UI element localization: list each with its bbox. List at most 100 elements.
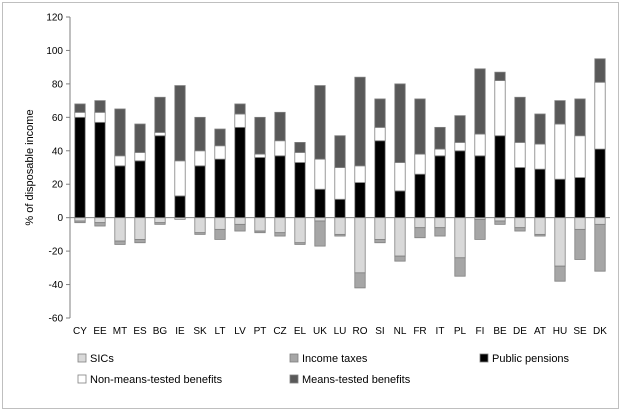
bar-segment: [454, 150, 466, 219]
bar-segment: [514, 227, 526, 232]
legend-swatch: [479, 353, 489, 363]
bar-segment: [74, 116, 86, 219]
bar-segment: [194, 116, 206, 152]
bar-segment: [94, 217, 106, 224]
bar-segment: [114, 165, 126, 219]
bar-segment: [434, 126, 446, 150]
bar-segment: [474, 155, 486, 219]
y-tick-label: -20: [49, 247, 64, 258]
bar-segment: [434, 155, 446, 219]
bar-segment: [214, 145, 226, 160]
bar-segment: [414, 227, 426, 239]
bar-segment: [594, 58, 606, 83]
bar-segment: [74, 111, 86, 118]
x-tick-label: IT: [436, 326, 445, 337]
bar-segment: [254, 153, 266, 158]
x-tick-label: NL: [394, 326, 407, 337]
bar-segment: [534, 143, 546, 170]
bar-segment: [214, 158, 226, 219]
bar-segment: [374, 98, 386, 128]
legend-label: Means-tested benefits: [302, 374, 411, 386]
bar-segment: [154, 217, 166, 224]
bar-segment: [154, 222, 166, 225]
bar-segment: [294, 242, 306, 245]
bar-segment: [234, 126, 246, 219]
bar-segment: [494, 80, 506, 137]
bar-segment: [334, 135, 346, 168]
y-tick-label: 80: [52, 79, 64, 90]
bar-segment: [534, 233, 546, 237]
bar-segment: [594, 148, 606, 219]
x-tick-label: FI: [476, 326, 485, 337]
bar-segment: [454, 257, 466, 277]
bar-segment: [574, 177, 586, 219]
bar-segment: [494, 220, 506, 225]
bar-segment: [334, 233, 346, 237]
x-tick-label: HU: [553, 326, 567, 337]
bar-segment: [594, 223, 606, 272]
bar-segment: [254, 230, 266, 234]
bar-segment: [474, 218, 486, 240]
y-tick-label: 60: [52, 113, 64, 124]
bar-segment: [534, 217, 546, 235]
x-tick-label: EL: [294, 326, 307, 337]
bar-segment: [274, 232, 286, 237]
bar-segment: [214, 228, 226, 240]
y-axis-label: % of disposable income: [24, 109, 36, 225]
bar-segment: [234, 223, 246, 232]
bar-segment: [574, 98, 586, 137]
x-tick-label: CY: [73, 326, 87, 337]
x-tick-label: DE: [513, 326, 527, 337]
legend-label: Non-means-tested benefits: [90, 374, 223, 386]
bar-segment: [594, 217, 606, 225]
bar-segment: [514, 217, 526, 229]
bar-segment: [454, 142, 466, 152]
bar-segment: [514, 96, 526, 143]
bar-segment: [554, 100, 566, 125]
bar-segment: [94, 111, 106, 123]
x-tick-label: CZ: [273, 326, 286, 337]
legend-swatch: [77, 353, 87, 363]
bar-segment: [94, 100, 106, 113]
x-tick-label: ES: [133, 326, 147, 337]
y-tick-label: 20: [52, 180, 64, 191]
x-tick-label: SE: [573, 326, 587, 337]
bar-segment: [394, 255, 406, 262]
bar-segment: [254, 157, 266, 219]
bar-segment: [414, 173, 426, 219]
bar-segment: [274, 155, 286, 219]
legend-label: SICs: [90, 353, 114, 365]
bar-segment: [454, 217, 466, 259]
bar-segment: [194, 232, 206, 235]
bar-segment: [214, 217, 226, 230]
x-tick-label: AT: [534, 326, 546, 337]
bar-segment: [494, 135, 506, 219]
x-tick-label: PL: [454, 326, 467, 337]
bar-segment: [194, 150, 206, 167]
bar-segment: [254, 116, 266, 155]
bar-segment: [154, 131, 166, 137]
legend-swatch: [289, 353, 299, 363]
bar-segment: [374, 126, 386, 142]
bar-segment: [374, 217, 386, 240]
bar-segment: [114, 108, 126, 157]
bar-segment: [414, 153, 426, 175]
bar-segment: [114, 155, 126, 167]
bar-segment: [314, 220, 326, 247]
bar-segment: [114, 217, 126, 242]
bar-segment: [554, 265, 566, 282]
x-tick-label: BG: [153, 326, 168, 337]
x-tick-label: LU: [334, 326, 347, 337]
bar-segment: [354, 76, 366, 167]
bar-segment: [574, 217, 586, 230]
bar-segment: [414, 98, 426, 155]
bar-segment: [214, 128, 226, 147]
legend-swatch: [77, 374, 87, 384]
bar-segment: [174, 160, 186, 197]
legend-label: Income taxes: [302, 353, 368, 365]
bar-segment: [374, 140, 386, 219]
bar-segment: [134, 123, 146, 153]
bar-segment: [354, 182, 366, 219]
x-tick-label: MT: [113, 326, 127, 337]
